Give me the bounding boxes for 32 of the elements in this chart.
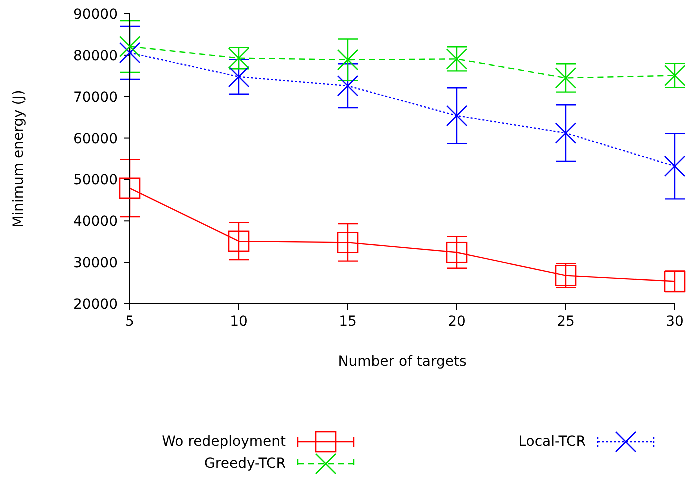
y-tick-label: 90000 xyxy=(73,6,118,23)
x-tick-label: 10 xyxy=(230,314,248,330)
point xyxy=(228,66,250,88)
y-tick-label: 40000 xyxy=(73,214,118,230)
y-tick-label: 20000 xyxy=(73,296,118,313)
point xyxy=(119,36,141,58)
y-tick-label: 30000 xyxy=(73,256,118,272)
legend-label: Local-TCR xyxy=(518,434,586,450)
point xyxy=(664,156,686,178)
x-tick-label: 30 xyxy=(666,314,684,330)
x-tick-label: 15 xyxy=(339,314,357,330)
point xyxy=(337,232,359,254)
y-axis-title: Minimum energy (J) xyxy=(10,90,27,228)
point xyxy=(119,178,141,200)
point xyxy=(555,122,577,144)
legend-label: Wo redeployment xyxy=(162,434,286,450)
point xyxy=(119,42,141,64)
x-tick-label: 20 xyxy=(448,314,466,330)
x-axis-title: Number of targets xyxy=(338,354,467,370)
y-tick-label: 50000 xyxy=(73,172,118,189)
y-tick-label: 80000 xyxy=(73,48,118,64)
legend-label: Greedy-TCR xyxy=(204,456,286,472)
point xyxy=(446,105,468,127)
x-tick-label: 5 xyxy=(126,314,134,330)
point xyxy=(337,75,359,97)
point xyxy=(337,49,359,71)
point xyxy=(446,242,468,264)
y-tick-label: 60000 xyxy=(73,131,118,148)
y-tick-label: 70000 xyxy=(73,90,118,106)
point xyxy=(555,68,577,89)
x-tick-label: 25 xyxy=(557,314,575,330)
point xyxy=(228,230,250,252)
